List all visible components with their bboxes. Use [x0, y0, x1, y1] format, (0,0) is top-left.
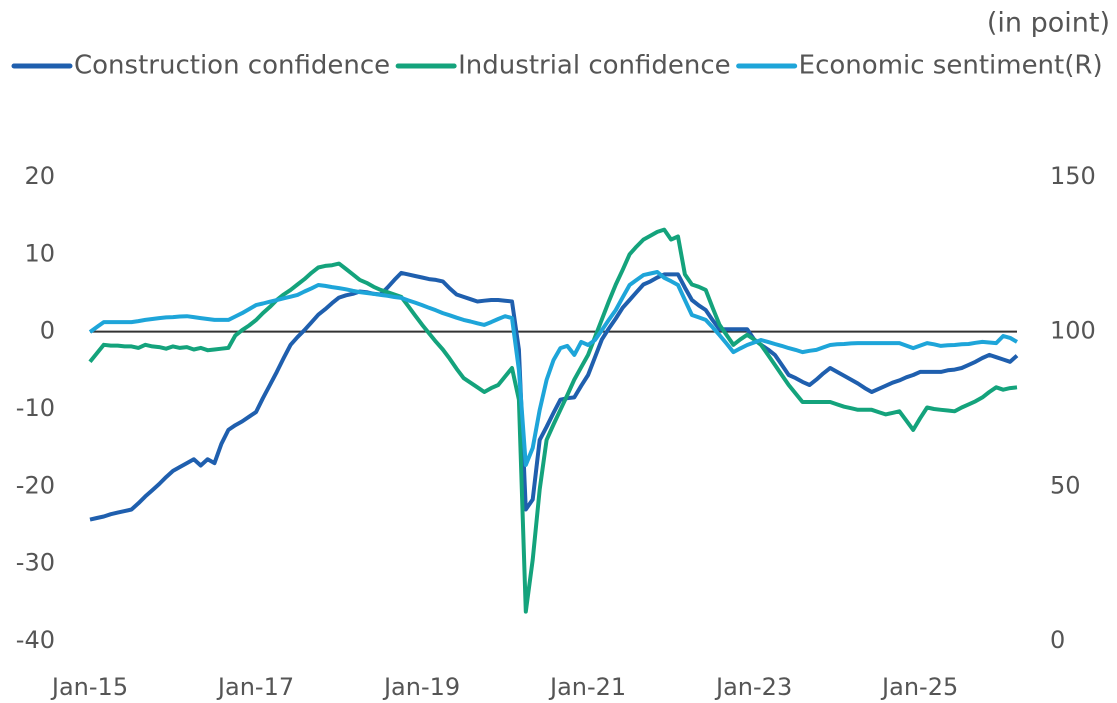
y-tick-label: -40: [16, 626, 55, 654]
y2-tick-label: 50: [1050, 471, 1081, 499]
y-tick-label: 10: [24, 239, 55, 267]
series-line: [88, 227, 1018, 614]
x-tick-label: Jan-17: [216, 673, 294, 701]
unit-label: (in point): [987, 8, 1110, 39]
y2-tick-label: 150: [1050, 162, 1096, 190]
legend-label: Industrial confidence: [458, 51, 731, 81]
y2-tick-label: 100: [1050, 317, 1096, 345]
y-tick-label: -10: [16, 394, 55, 422]
x-tick-label: Jan-23: [714, 673, 792, 701]
series-line: [89, 270, 1019, 522]
y-tick-label: -30: [16, 549, 55, 577]
x-tick-label: Jan-19: [382, 673, 460, 701]
legend-label: Economic sentiment(R): [799, 51, 1103, 81]
x-tick-label: Jan-21: [548, 673, 626, 701]
y-tick-label: 0: [40, 317, 55, 345]
legend: Construction confidence Industrial confid…: [11, 51, 1103, 81]
legend-label: Construction confidence: [74, 51, 390, 81]
series-line: [88, 270, 1019, 467]
y2-tick-label: 0: [1050, 626, 1065, 654]
y-tick-label: 20: [24, 162, 55, 190]
y-tick-label: -20: [16, 471, 55, 499]
x-tick-label: Jan-25: [880, 673, 958, 701]
x-tick-label: Jan-15: [50, 673, 128, 701]
